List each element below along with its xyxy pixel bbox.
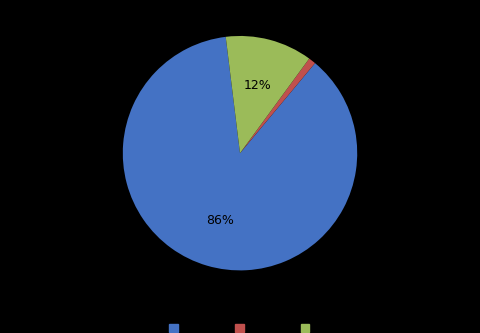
Wedge shape — [226, 36, 309, 153]
Text: 86%: 86% — [206, 214, 234, 227]
Wedge shape — [123, 37, 357, 270]
Text: 12%: 12% — [244, 79, 272, 92]
Legend: , , : , , — [165, 319, 315, 333]
Wedge shape — [240, 59, 315, 153]
